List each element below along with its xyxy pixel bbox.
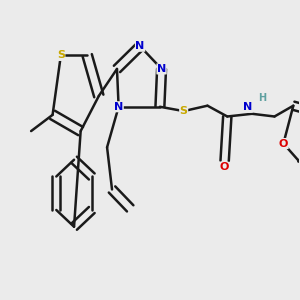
- Text: O: O: [220, 162, 229, 172]
- Text: N: N: [114, 102, 123, 112]
- Text: N: N: [157, 64, 166, 74]
- Text: N: N: [136, 41, 145, 51]
- Text: S: S: [180, 106, 188, 116]
- Text: H: H: [258, 93, 266, 103]
- Text: S: S: [57, 50, 65, 60]
- Text: O: O: [279, 139, 288, 148]
- Text: N: N: [243, 102, 252, 112]
